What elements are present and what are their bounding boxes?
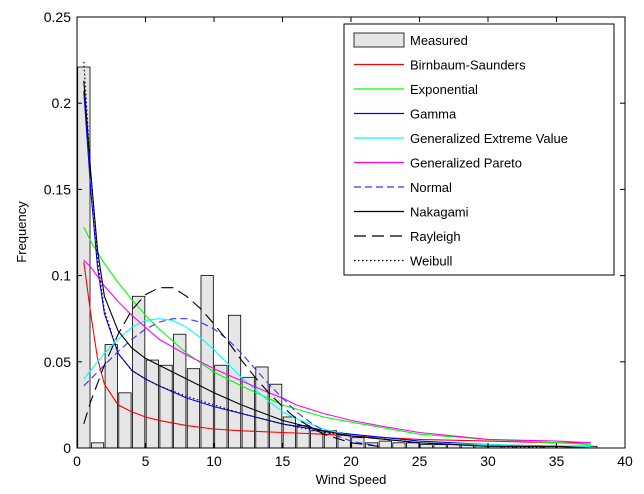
series-line-birnbaum-saunders	[83, 261, 591, 444]
legend-label: Rayleigh	[410, 229, 461, 244]
y-tick-label: 0.25	[44, 9, 71, 25]
legend-box	[343, 23, 615, 276]
legend-swatch	[353, 32, 405, 48]
histogram-bar	[406, 442, 420, 449]
legend-label: Birnbaum-Saunders	[410, 58, 526, 73]
series-line-normal	[83, 318, 379, 447]
x-tick-label: 10	[206, 453, 222, 469]
legend: Measured Birnbaum-Saunders Exponential Gamm…	[343, 23, 615, 276]
x-tick-label: 25	[412, 453, 428, 469]
fit-curves	[83, 61, 591, 449]
histogram-bar	[200, 275, 214, 449]
x-tick-label: 35	[549, 453, 565, 469]
legend-label: Weibull	[410, 254, 453, 269]
legend-label: Exponential	[410, 82, 478, 97]
y-axis-ticks: 0 0.05 0.1 0.15 0.2 0.25	[44, 9, 625, 456]
legend-label: Normal	[410, 180, 452, 195]
y-tick-label: 0.05	[44, 354, 71, 370]
histogram-bar	[227, 314, 242, 449]
histogram-bar	[118, 392, 132, 449]
histogram-bar	[145, 359, 159, 449]
histogram-bar	[419, 444, 433, 449]
y-tick-label: 0.1	[52, 268, 72, 284]
x-tick-label: 20	[343, 453, 359, 469]
legend-label: Gamma	[410, 107, 457, 122]
series-line-exponential	[83, 227, 591, 446]
histogram-bar	[433, 444, 447, 449]
legend-label: Nakagami	[410, 205, 469, 220]
series-line-nakagami	[83, 80, 591, 449]
x-axis-label: Wind Speed	[316, 472, 387, 487]
histogram-bar	[241, 376, 255, 449]
histogram-bar	[90, 442, 105, 449]
x-axis-ticks: 0 5 10 15 20 25 30 35 40	[73, 17, 633, 469]
x-tick-label: 5	[142, 453, 150, 469]
histogram-bar	[77, 66, 91, 449]
y-tick-label: 0	[63, 440, 71, 456]
legend-label: Measured	[410, 33, 468, 48]
x-tick-label: 0	[73, 453, 81, 469]
legend-label: Generalized Pareto	[410, 156, 522, 171]
histogram-bar	[104, 344, 118, 449]
y-tick-label: 0.2	[52, 95, 72, 111]
histogram-bar	[296, 425, 310, 449]
histogram-bar	[378, 440, 392, 449]
series-line-gamma	[83, 91, 591, 447]
x-tick-label: 15	[275, 453, 291, 469]
histogram-bar	[255, 366, 269, 449]
histogram-bar	[159, 364, 173, 449]
x-tick-label: 30	[480, 453, 496, 469]
legend-label: Generalized Extreme Value	[410, 131, 568, 146]
series-line-rayleigh	[83, 287, 379, 447]
histogram-bar	[392, 442, 406, 449]
series-line-weibull	[83, 61, 591, 449]
series-line-generalized-pareto	[83, 259, 591, 444]
y-tick-label: 0.15	[44, 181, 71, 197]
y-axis-label: Frequency	[14, 201, 29, 263]
x-tick-label: 40	[617, 453, 633, 469]
